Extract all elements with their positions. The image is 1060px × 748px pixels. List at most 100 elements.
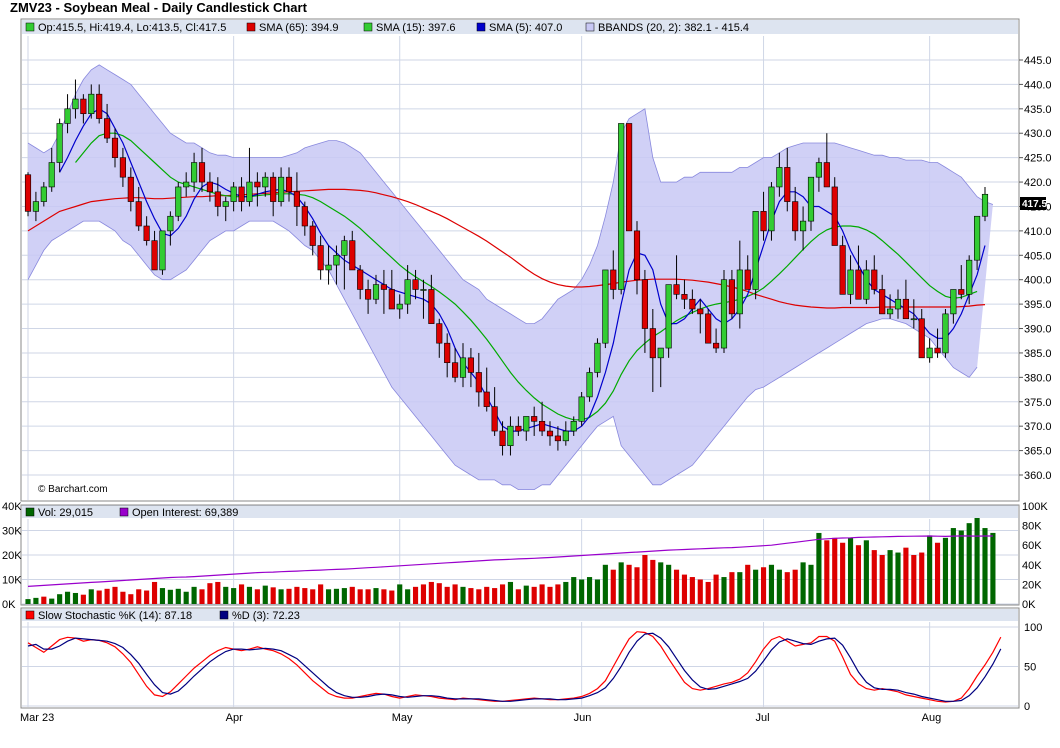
sma5-line xyxy=(59,108,986,432)
volume-bar xyxy=(349,586,355,604)
volume-bar xyxy=(159,588,166,604)
volume-bar xyxy=(420,584,427,604)
volume-bar xyxy=(428,581,434,604)
candle xyxy=(531,406,538,436)
volume-bar xyxy=(33,597,39,604)
candle xyxy=(879,274,886,315)
candle xyxy=(143,216,150,246)
price-tick-label: 360.0 xyxy=(1024,470,1052,482)
volume-bar xyxy=(879,555,885,604)
candle xyxy=(894,289,902,319)
candle xyxy=(191,152,198,192)
price-tick-label: 435.0 xyxy=(1024,104,1052,116)
volume-bar xyxy=(175,588,181,604)
candle xyxy=(167,211,174,246)
stoch-k-legend-swatch xyxy=(25,610,35,620)
candle xyxy=(104,103,111,143)
candle xyxy=(515,416,522,436)
volume-bar xyxy=(634,567,640,604)
volume-bar xyxy=(792,569,798,604)
candle xyxy=(697,299,704,334)
candle xyxy=(950,289,957,324)
volume-bar xyxy=(626,564,632,604)
candle xyxy=(325,245,332,285)
candle xyxy=(752,211,759,300)
volume-bar xyxy=(460,586,466,604)
sma15-legend-swatch xyxy=(363,22,373,32)
volume-bar xyxy=(863,540,869,604)
volume-bar xyxy=(389,590,395,604)
stoch-tick-label: 50 xyxy=(1024,662,1036,674)
volume-bar xyxy=(824,540,830,604)
candle xyxy=(641,269,648,353)
stochastic-lines xyxy=(27,631,1002,703)
volume-bar xyxy=(57,594,63,604)
candlesticks xyxy=(24,79,989,456)
volume-bar xyxy=(64,591,71,604)
stoch-k-legend-text: Slow Stochastic %K (14): 87.18 xyxy=(38,610,192,622)
stoch-grid xyxy=(22,622,1018,707)
volume-bar xyxy=(223,586,229,604)
sma5-legend-swatch xyxy=(476,22,486,32)
bbands-legend-swatch xyxy=(585,22,595,32)
volume-bar xyxy=(579,579,585,604)
volume-bar xyxy=(911,555,917,604)
candle xyxy=(317,235,324,280)
volume-tick-label: 30K xyxy=(2,526,22,538)
bollinger-bands xyxy=(27,64,994,490)
volume-bar xyxy=(618,562,624,604)
last-price-marker-bg xyxy=(1020,197,1046,210)
candle xyxy=(562,421,569,446)
candle xyxy=(40,182,47,207)
volume-bar xyxy=(412,586,419,604)
price-tick-label: 405.0 xyxy=(1024,250,1052,262)
oi-path xyxy=(27,535,993,587)
candle xyxy=(792,186,799,241)
volume-bar xyxy=(966,523,972,604)
candle xyxy=(800,206,807,251)
stoch-d-line xyxy=(27,632,1002,702)
candle xyxy=(681,279,688,309)
volume-bar xyxy=(776,569,782,604)
volume-bar xyxy=(246,586,253,604)
volume-bar xyxy=(800,562,806,604)
x-tick-label: Mar 23 xyxy=(20,712,54,724)
candle xyxy=(633,221,641,295)
oi-tick-label: 80K xyxy=(1022,521,1042,533)
candle xyxy=(72,79,79,119)
volume-bar xyxy=(895,552,901,604)
oi-tick-label: 60K xyxy=(1022,540,1042,552)
volume-bar xyxy=(729,572,735,604)
volume-bar xyxy=(238,584,245,604)
candle xyxy=(863,260,870,305)
volume-bar xyxy=(492,588,498,604)
candle xyxy=(974,215,981,270)
volume-bar xyxy=(325,589,332,604)
volume-bar xyxy=(191,586,197,604)
volume-bar xyxy=(310,589,316,604)
price-tick-label: 365.0 xyxy=(1024,446,1052,458)
price-tick-label: 370.0 xyxy=(1024,421,1052,433)
volume-bar xyxy=(903,547,909,604)
candle xyxy=(309,221,316,256)
volume-bar xyxy=(673,569,680,604)
candle xyxy=(48,147,55,192)
candle xyxy=(483,367,490,412)
candle xyxy=(910,299,917,329)
volume-bar xyxy=(737,572,743,604)
price-tick-label: 445.0 xyxy=(1024,55,1052,67)
volume-bar xyxy=(112,586,118,604)
stoch-legend-bar xyxy=(22,609,1018,621)
candle xyxy=(942,309,949,358)
ohlc-legend-swatch xyxy=(25,22,35,32)
candle xyxy=(151,230,158,271)
bband-lower xyxy=(27,220,978,490)
volume-bar xyxy=(523,585,529,604)
volume-bar xyxy=(642,555,648,604)
candle xyxy=(198,147,206,192)
candle xyxy=(285,167,293,202)
candle xyxy=(626,123,633,232)
stoch-d-legend-text: %D (3): 72.23 xyxy=(232,610,300,622)
bbands-legend-text: BBANDS (20, 2): 382.1 - 415.4 xyxy=(598,22,749,34)
candle xyxy=(175,182,182,222)
